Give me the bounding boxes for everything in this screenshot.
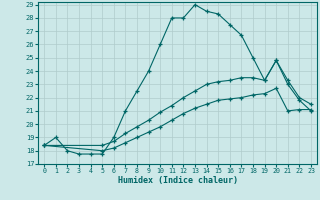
X-axis label: Humidex (Indice chaleur): Humidex (Indice chaleur): [118, 176, 238, 185]
